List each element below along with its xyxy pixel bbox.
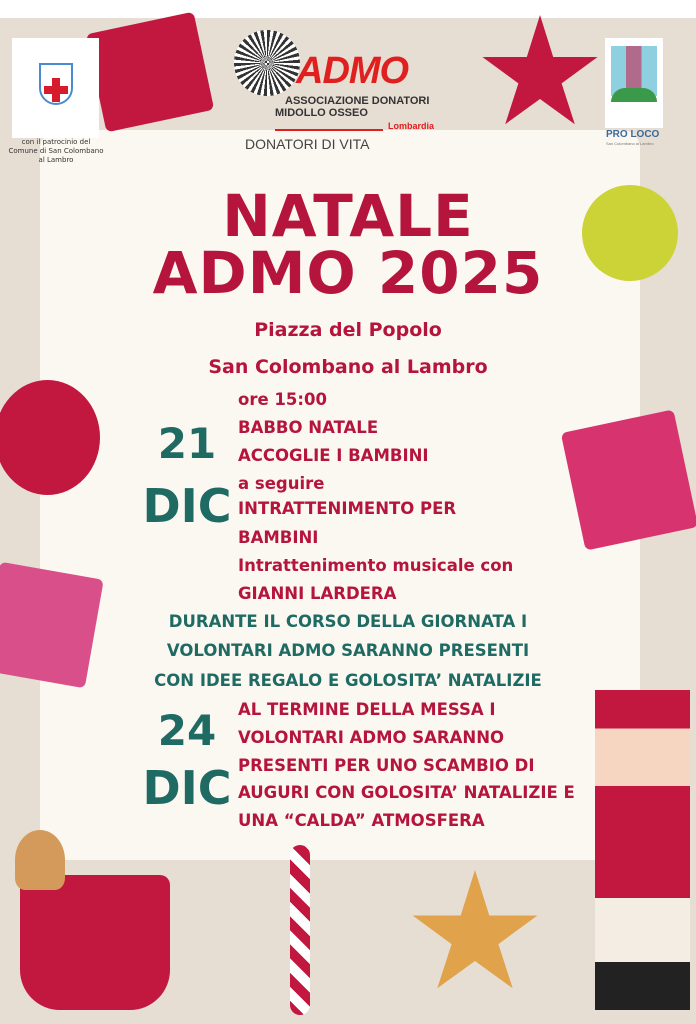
ornament-icon xyxy=(0,380,100,495)
gift-icon xyxy=(85,11,215,133)
nutcracker-icon xyxy=(595,690,690,1010)
admo-tagline: DONATORI DI VITA xyxy=(245,136,370,152)
event2-line: UNA “CALDA” ATMOSFERA xyxy=(238,811,485,830)
poster-panel xyxy=(40,130,640,860)
top-band xyxy=(0,0,696,18)
gingerbread-icon xyxy=(15,830,65,890)
proloco-sub: San Colombano al Lambro xyxy=(606,141,654,146)
proloco-logo xyxy=(605,38,663,128)
during-line: DURANTE IL CORSO DELLA GIORNATA I xyxy=(168,612,528,631)
event1-line: INTRATTENIMENTO PER xyxy=(238,499,457,518)
ornament-icon xyxy=(582,185,678,281)
event1-line: a seguire xyxy=(238,474,325,493)
proloco-name: PRO LOCO xyxy=(606,129,660,140)
location-line-1: Piazza del Popolo xyxy=(254,319,442,341)
comune-crest-logo xyxy=(12,38,99,138)
location-line-2: San Colombano al Lambro xyxy=(208,356,488,378)
event1-line: ACCOGLIE I BAMBINI xyxy=(238,446,429,465)
event2-line: AL TERMINE DELLA MESSA I xyxy=(238,700,496,719)
event2-line: VOLONTARI ADMO SARANNO xyxy=(238,728,505,747)
admo-wheel-icon xyxy=(234,30,300,96)
star-icon xyxy=(482,15,598,125)
event2-line: PRESENTI PER UNO SCAMBIO DI xyxy=(238,756,535,775)
admo-full-name-1: ASSOCIAZIONE DONATORI xyxy=(285,95,430,107)
gift-icon xyxy=(560,409,696,551)
mug-icon xyxy=(20,875,170,1010)
admo-logo-text: ADMO xyxy=(296,50,409,92)
candy-cane-icon xyxy=(290,845,310,1015)
admo-region: Lombardia xyxy=(388,121,435,131)
event2-month: DIC xyxy=(142,761,232,815)
title-line-1: NATALE xyxy=(222,182,474,250)
event1-month: DIC xyxy=(142,479,232,533)
title-line-2: ADMO 2025 xyxy=(152,239,544,307)
admo-divider xyxy=(275,129,383,131)
admo-full-name-2: MIDOLLO OSSEO xyxy=(275,107,368,119)
event1-line: ore 15:00 xyxy=(238,390,327,409)
event1-line: BABBO NATALE xyxy=(238,418,379,437)
during-line: CON IDEE REGALO E GOLOSITA’ NATALIZIE xyxy=(154,671,542,690)
event1-day: 21 xyxy=(157,419,217,468)
comune-caption: con il patrocinio del Comune di San Colo… xyxy=(8,138,104,164)
event1-line: GIANNI LARDERA xyxy=(238,584,397,603)
star-icon xyxy=(412,870,538,989)
event1-line: BAMBINI xyxy=(238,528,319,547)
during-line: VOLONTARI ADMO SARANNO PRESENTI xyxy=(166,641,530,660)
event2-line: AUGURI CON GOLOSITA’ NATALIZIE E xyxy=(238,783,575,802)
event1-line: Intrattenimento musicale con xyxy=(238,556,514,575)
event2-day: 24 xyxy=(157,706,217,755)
